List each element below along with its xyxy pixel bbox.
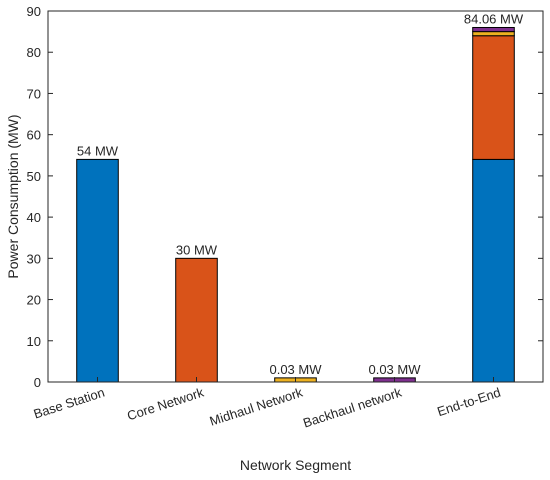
y-tick-label: 60 <box>27 128 41 143</box>
y-tick-label: 0 <box>34 375 41 390</box>
y-axis-label: Power Consumption (MW) <box>5 114 21 278</box>
x-tick-label: Midhaul Network <box>208 384 305 428</box>
x-tick-label: Base Station <box>32 385 107 422</box>
y-tick-label: 30 <box>27 251 41 266</box>
data-label: 30 MW <box>176 242 218 257</box>
y-tick-label: 10 <box>27 334 41 349</box>
bar-segment <box>472 158 515 383</box>
plot-area-frame <box>47 10 544 383</box>
x-axis-ticks: Base Station Core Network Midhaul NetworkB… <box>32 377 502 431</box>
data-labels: 54 MW 30 MW 0.03 MW 0.03 MW 84.06 MW <box>77 11 524 376</box>
y-tick-label: 50 <box>27 169 41 184</box>
y-tick-label: 70 <box>27 86 41 101</box>
data-label: 54 MW <box>77 143 119 158</box>
bar-segment <box>175 257 218 383</box>
y-axis-ticks: 0 10 20 30 40 50 60 70 80 90 <box>27 4 543 390</box>
data-label: 0.03 MW <box>368 362 421 377</box>
bar-segment <box>472 26 515 33</box>
y-tick-label: 80 <box>27 45 41 60</box>
data-label: 0.03 MW <box>269 362 322 377</box>
bars <box>76 26 515 383</box>
y-tick-label: 90 <box>27 4 41 19</box>
data-label: 84.06 MW <box>464 11 524 26</box>
x-tick-label: Core Network <box>125 384 206 423</box>
x-tick-label: End-to-End <box>435 385 502 420</box>
x-axis-label: Network Segment <box>240 457 351 473</box>
y-tick-label: 40 <box>27 210 41 225</box>
bar-segment <box>76 158 119 383</box>
bar-segment <box>472 31 515 37</box>
x-tick-label: Backhaul network <box>301 384 404 430</box>
bar-segment <box>472 35 515 160</box>
y-tick-label: 20 <box>27 293 41 308</box>
